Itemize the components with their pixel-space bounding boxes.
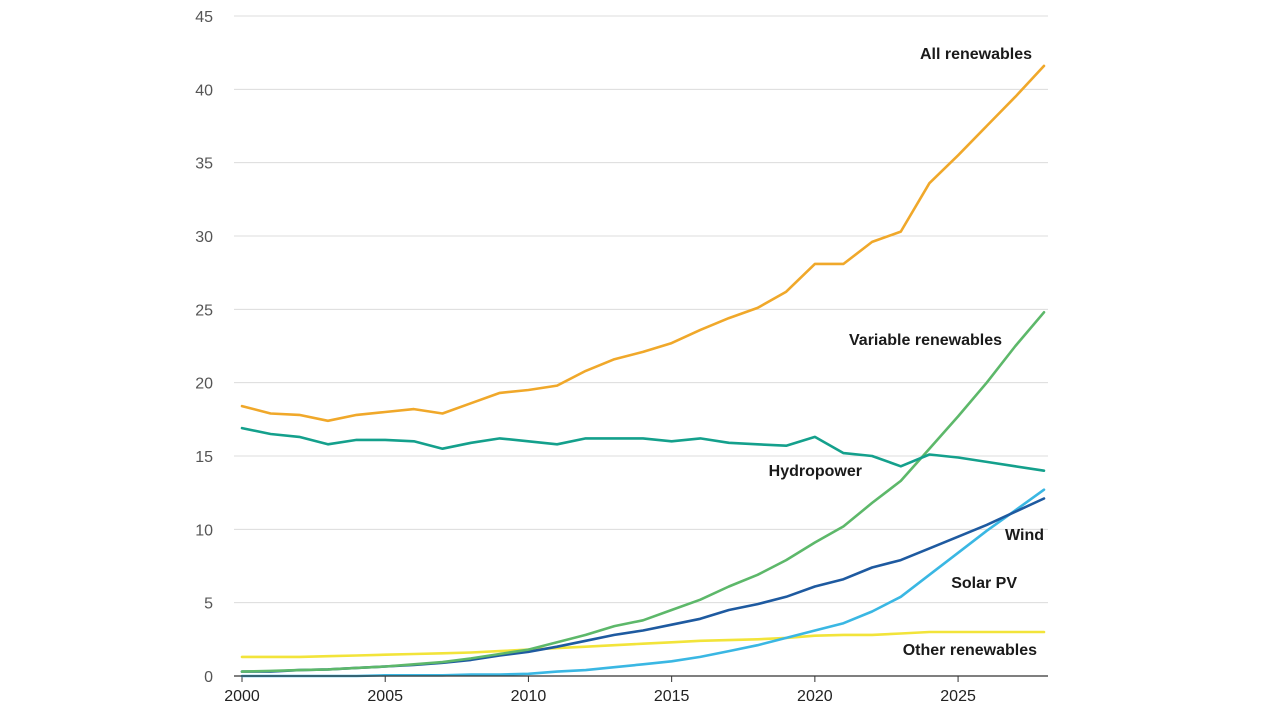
y-tick-label: 30 bbox=[195, 229, 213, 246]
series-line-other-renewables bbox=[240, 630, 1046, 659]
y-tick-label: 15 bbox=[195, 449, 213, 466]
x-tick-label: 2015 bbox=[654, 688, 690, 705]
y-tick-label: 45 bbox=[195, 9, 213, 26]
y-tick-label: 5 bbox=[204, 596, 213, 613]
series-line-variable-renewables bbox=[240, 310, 1046, 673]
y-tick-label: 25 bbox=[195, 302, 213, 319]
y-tick-label: 40 bbox=[195, 82, 213, 99]
y-tick-label: 0 bbox=[204, 669, 213, 686]
series-labels: All renewables Variable renewables Hydro… bbox=[769, 46, 1044, 659]
x-tick-label: 2010 bbox=[511, 688, 547, 705]
label-other-renewables: Other renewables bbox=[903, 642, 1037, 659]
x-tick-label: 2005 bbox=[367, 688, 403, 705]
series-line-all-renewables bbox=[240, 64, 1046, 423]
label-solar-pv: Solar PV bbox=[951, 575, 1017, 592]
y-tick-label: 35 bbox=[195, 156, 213, 173]
x-tick-label: 2020 bbox=[797, 688, 833, 705]
gridlines bbox=[234, 15, 1048, 604]
y-axis-ticks: 0 5 10 15 20 25 30 35 40 45 bbox=[195, 9, 213, 686]
series-lines bbox=[240, 64, 1046, 678]
y-tick-label: 20 bbox=[195, 376, 213, 393]
label-hydropower: Hydropower bbox=[769, 463, 862, 480]
x-axis-ticks: 2000 2005 2010 2015 2020 2025 bbox=[224, 676, 976, 705]
label-variable-renewables: Variable renewables bbox=[849, 332, 1002, 349]
label-wind: Wind bbox=[1005, 527, 1044, 544]
y-tick-label: 10 bbox=[195, 522, 213, 539]
x-tick-label: 2000 bbox=[224, 688, 260, 705]
series-line-hydropower bbox=[240, 426, 1046, 473]
label-all-renewables: All renewables bbox=[920, 46, 1032, 63]
x-tick-label: 2025 bbox=[940, 688, 976, 705]
